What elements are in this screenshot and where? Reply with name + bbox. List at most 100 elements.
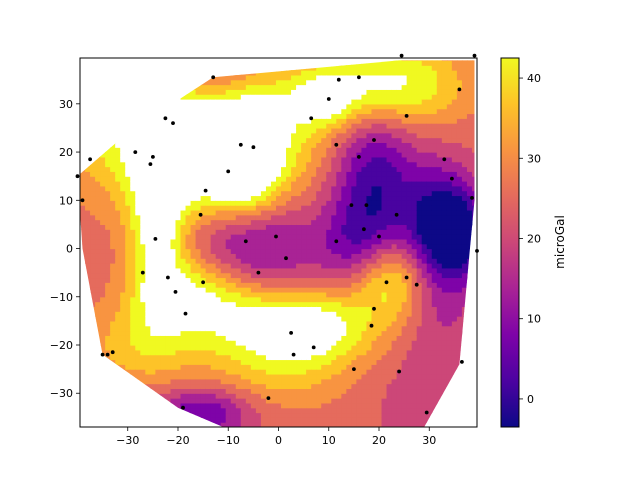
contour-cell — [125, 70, 131, 76]
contour-cell — [336, 354, 342, 361]
contour-cell — [140, 74, 146, 81]
contour-cell — [160, 94, 167, 100]
contour-cell — [336, 200, 342, 206]
contour-cell — [205, 65, 212, 71]
contour-cell — [150, 325, 156, 332]
contour-cell — [185, 412, 192, 418]
contour-cell — [205, 171, 212, 177]
contour-cell — [391, 103, 398, 110]
contour-cell — [386, 320, 393, 327]
contour-cell — [351, 340, 357, 346]
contour-cell — [200, 316, 207, 322]
contour-cell — [301, 99, 307, 105]
contour-cell — [175, 335, 182, 341]
contour-cell — [401, 330, 408, 336]
contour-cell — [185, 354, 192, 361]
contour-cell — [130, 383, 136, 390]
contour-cell — [100, 99, 106, 105]
contour-cell — [331, 166, 337, 172]
contour-cell — [326, 118, 332, 124]
contour-cell — [155, 253, 162, 259]
contour-cell — [275, 108, 282, 115]
contour-cell — [135, 291, 141, 298]
contour-cell — [105, 108, 111, 115]
contour-cell — [115, 316, 121, 322]
contour-cell — [391, 354, 398, 361]
contour-cell — [90, 74, 96, 81]
contour-cell — [316, 378, 322, 385]
contour-cell — [311, 103, 317, 110]
contour-cell — [356, 378, 363, 385]
contour-cell — [326, 316, 332, 322]
contour-cell — [125, 402, 131, 409]
contour-cell — [95, 272, 101, 279]
contour-cell — [180, 393, 187, 399]
contour-cell — [286, 402, 292, 409]
contour-cell — [190, 214, 197, 221]
contour-cell — [376, 79, 383, 86]
contour-cell — [205, 103, 212, 110]
contour-cell — [331, 282, 337, 288]
contour-cell — [185, 296, 192, 303]
contour-cell — [110, 359, 116, 365]
contour-cell — [260, 234, 267, 240]
contour-cell — [361, 137, 368, 144]
contour-cell — [170, 335, 177, 341]
contour-cell — [255, 277, 262, 283]
contour-cell — [255, 373, 262, 380]
contour-cell — [356, 296, 363, 303]
contour-cell — [366, 349, 373, 356]
contour-cell — [396, 306, 403, 312]
contour-cell — [150, 224, 156, 230]
contour-cell — [260, 354, 267, 361]
contour-cell — [230, 103, 237, 110]
contour-cell — [165, 238, 172, 245]
contour-cell — [155, 190, 162, 197]
contour-cell — [321, 127, 327, 134]
contour-cell — [281, 393, 287, 399]
contour-cell — [250, 320, 257, 327]
contour-cell — [245, 417, 252, 423]
contour-cell — [80, 123, 86, 129]
contour-cell — [371, 209, 378, 216]
contour-cell — [220, 272, 227, 279]
contour-cell — [140, 118, 146, 124]
contour-cell — [356, 108, 363, 115]
contour-cell — [240, 60, 247, 66]
contour-cell — [185, 65, 192, 71]
contour-cell — [275, 70, 282, 76]
contour-cell — [396, 277, 403, 283]
contour-cell — [326, 407, 332, 414]
contour-cell — [401, 296, 408, 303]
contour-cell — [341, 156, 347, 163]
contour-cell — [316, 161, 322, 168]
contour-cell — [381, 103, 388, 110]
contour-cell — [80, 127, 86, 134]
contour-cell — [326, 224, 332, 230]
contour-cell — [110, 156, 116, 163]
contour-cell — [366, 417, 373, 423]
contour-cell — [90, 296, 96, 303]
contour-cell — [130, 205, 136, 211]
contour-cell — [120, 320, 126, 327]
contour-cell — [215, 176, 222, 182]
contour-cell — [110, 393, 116, 399]
contour-cell — [331, 277, 337, 283]
contour-cell — [331, 229, 337, 235]
contour-cell — [301, 253, 307, 259]
contour-cell — [230, 60, 237, 66]
contour-cell — [361, 108, 368, 115]
contour-cell — [170, 137, 177, 144]
contour-cell — [180, 181, 187, 187]
contour-cell — [150, 238, 156, 245]
contour-cell — [135, 330, 141, 336]
contour-cell — [386, 316, 393, 322]
contour-cell — [311, 378, 317, 385]
contour-cell — [95, 253, 101, 259]
contour-cell — [301, 113, 307, 119]
contour-cell — [270, 132, 277, 139]
contour-cell — [306, 243, 312, 250]
contour-cell — [150, 263, 156, 269]
contour-cell — [225, 335, 232, 341]
